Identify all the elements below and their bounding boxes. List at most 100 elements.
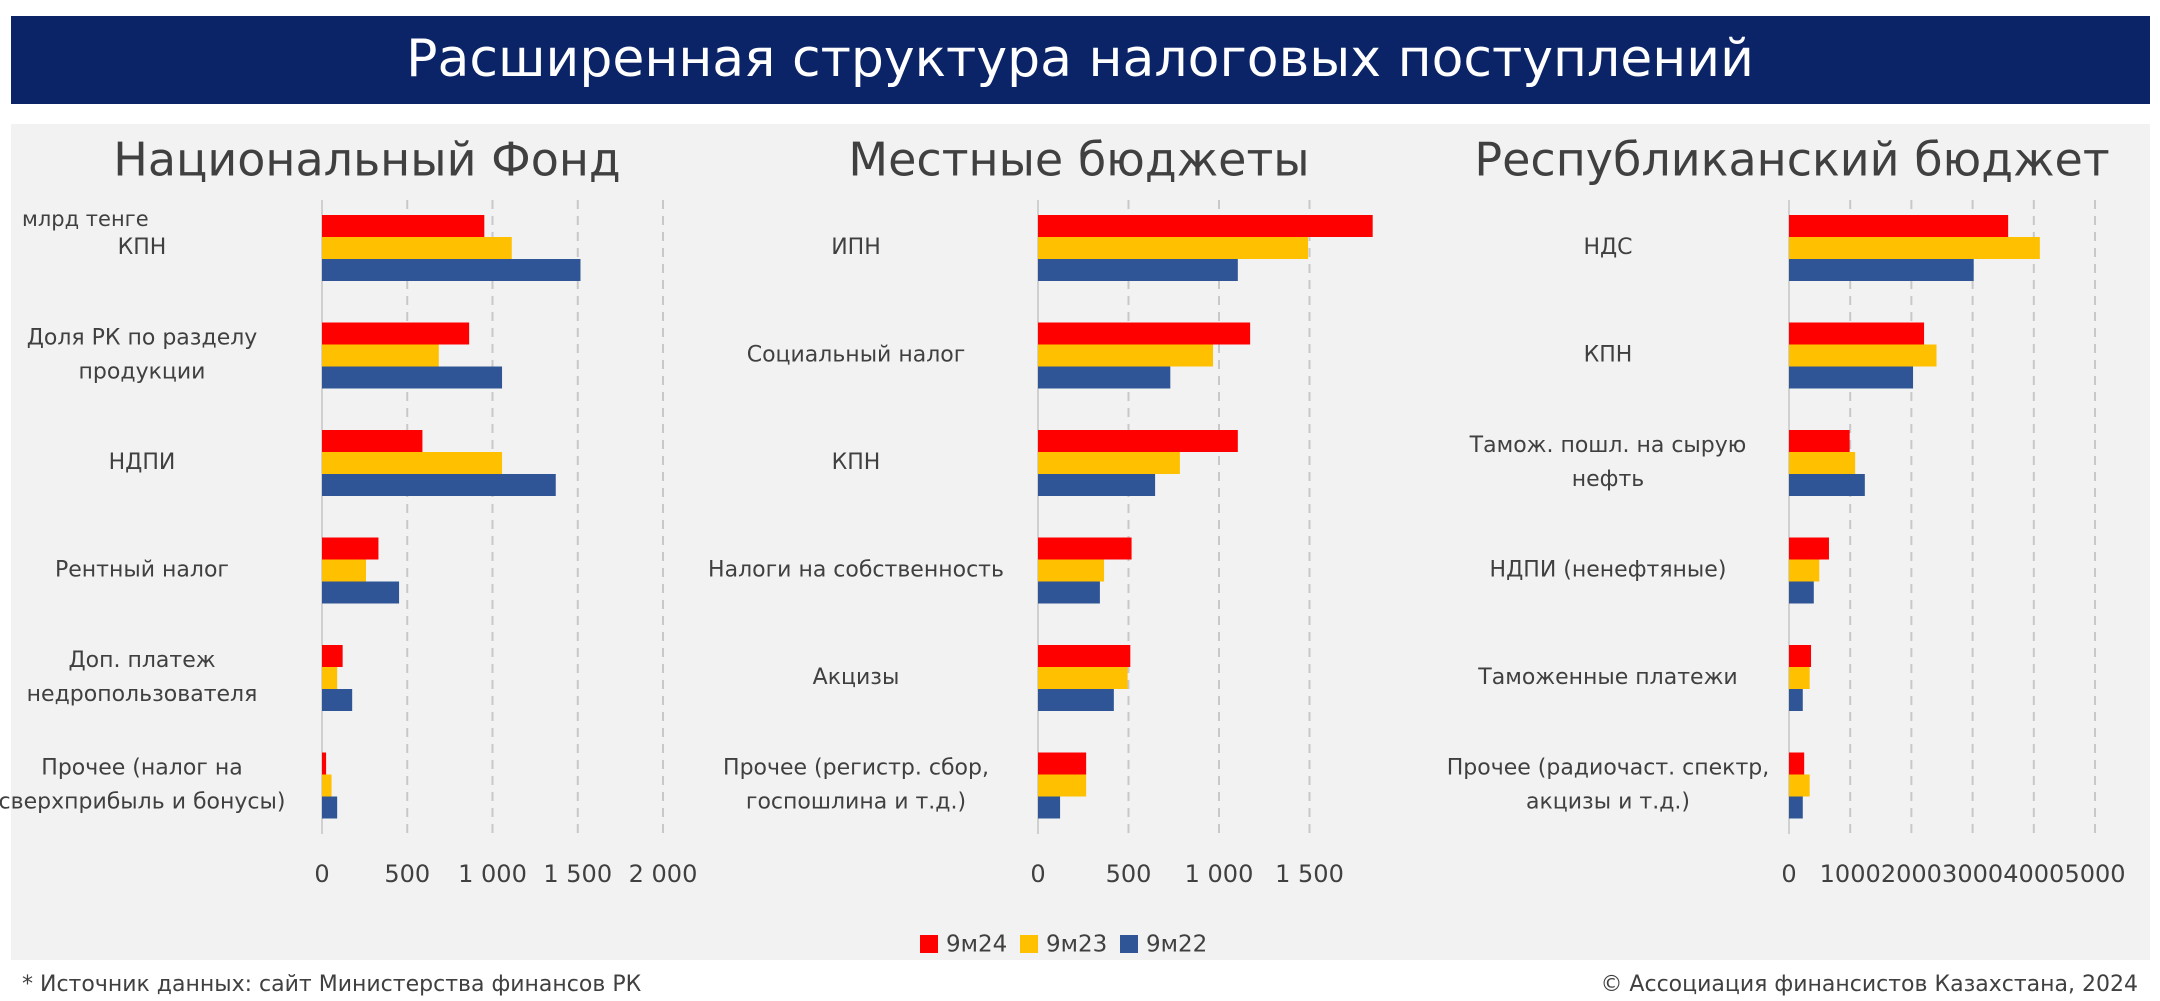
bar	[1038, 537, 1132, 560]
bar	[1789, 452, 1856, 474]
x-tick-label: 0	[1030, 860, 1045, 888]
bar	[1038, 237, 1309, 259]
bar	[322, 645, 343, 667]
legend-label: 9м22	[1146, 932, 1207, 958]
legend-swatch	[1120, 935, 1138, 953]
bar	[322, 667, 338, 689]
category-label: Прочее (регистр. сбор, госпошлина и т.д.)	[723, 756, 989, 815]
bar	[322, 774, 332, 797]
bar	[1038, 474, 1156, 496]
bar	[1789, 537, 1829, 560]
bar	[1038, 452, 1180, 474]
category-label: Социальный налог	[747, 343, 966, 368]
bar	[322, 237, 512, 259]
bar	[322, 215, 485, 237]
title-bar	[11, 16, 2150, 104]
bar	[322, 259, 581, 281]
bar	[1038, 322, 1251, 345]
category-label: КПН	[832, 450, 881, 475]
bar	[1789, 344, 1937, 367]
x-tick-label: 500	[384, 860, 430, 888]
bar	[1038, 581, 1100, 604]
bar	[1789, 752, 1805, 775]
bar	[322, 581, 400, 604]
bar	[1038, 645, 1131, 667]
bar	[1038, 430, 1238, 452]
bar	[322, 752, 327, 775]
x-tick-label: 2000	[1881, 860, 1942, 888]
x-tick-label: 1 500	[1275, 860, 1344, 888]
copyright: © Ассоциация финансистов Казахстана, 202…	[1600, 972, 2138, 997]
category-label: Доп. платеж недропользователя	[27, 648, 258, 707]
bar	[1789, 322, 1925, 345]
chart-title: Республиканский бюджет	[1474, 133, 2109, 187]
bar	[1789, 774, 1810, 797]
bar	[322, 796, 338, 819]
bar	[1789, 215, 2009, 237]
x-tick-label: 0	[314, 860, 329, 888]
bar	[1038, 689, 1114, 711]
category-label: НДПИ	[109, 450, 176, 475]
category-label: Тамож. пошл. на сырую нефть	[1469, 433, 1747, 492]
bar	[322, 344, 439, 367]
bar	[1038, 559, 1105, 582]
bar	[1038, 344, 1214, 367]
chart-title: Национальный Фонд	[113, 133, 620, 187]
bar	[322, 366, 503, 389]
bar	[322, 689, 353, 711]
category-label: ИПН	[831, 235, 881, 260]
category-label: Таможенные платежи	[1477, 665, 1737, 690]
x-tick-label: 0	[1781, 860, 1796, 888]
legend-label: 9м23	[1046, 932, 1107, 958]
bar	[1789, 474, 1865, 496]
bar	[322, 537, 379, 560]
bar	[1038, 259, 1238, 281]
legend-swatch	[920, 935, 938, 953]
x-tick-label: 1000	[1820, 860, 1881, 888]
x-tick-label: 2 000	[629, 860, 698, 888]
x-tick-label: 500	[1106, 860, 1152, 888]
x-tick-label: 1 500	[543, 860, 612, 888]
x-tick-label: 4000	[2003, 860, 2064, 888]
category-label: Рентный налог	[55, 558, 229, 583]
bar	[1789, 645, 1812, 667]
bar	[1789, 430, 1850, 452]
bar	[1789, 237, 2040, 259]
bar	[1789, 796, 1803, 819]
bar	[322, 430, 423, 452]
chart-title: Местные бюджеты	[848, 133, 1309, 187]
bar	[1789, 581, 1814, 604]
bar	[1789, 559, 1820, 582]
unit-label: млрд тенге	[22, 207, 149, 231]
x-tick-label: 1 000	[458, 860, 527, 888]
category-label: НДПИ (ненефтяные)	[1490, 558, 1727, 583]
x-tick-label: 5000	[2064, 860, 2125, 888]
category-label: Налоги на собственность	[708, 558, 1004, 583]
bar	[1038, 774, 1087, 797]
x-tick-label: 1 000	[1185, 860, 1254, 888]
category-label: Акцизы	[813, 665, 900, 690]
bar	[1789, 366, 1914, 389]
bar	[322, 322, 470, 345]
bar	[1038, 366, 1171, 389]
bar	[1789, 667, 1810, 689]
bar	[322, 559, 366, 582]
legend-swatch	[1020, 935, 1038, 953]
page-title: Расширенная структура налоговых поступле…	[406, 29, 1754, 89]
bar	[1038, 667, 1128, 689]
category-label: НДС	[1583, 235, 1632, 260]
bar	[1789, 259, 1974, 281]
legend-label: 9м24	[946, 932, 1007, 958]
bar	[322, 452, 503, 474]
bar	[322, 474, 556, 496]
category-label: КПН	[118, 235, 167, 260]
bar	[1038, 215, 1373, 237]
category-label: Прочее (налог на сверхприбыль и бонусы)	[0, 756, 285, 815]
category-label: КПН	[1584, 343, 1633, 368]
category-label: Прочее (радиочаст. спектр, акцизы и т.д.)	[1447, 756, 1769, 815]
bar	[1038, 752, 1087, 775]
bar	[1038, 796, 1061, 819]
source-note: * Источник данных: сайт Министерства фин…	[22, 972, 642, 997]
